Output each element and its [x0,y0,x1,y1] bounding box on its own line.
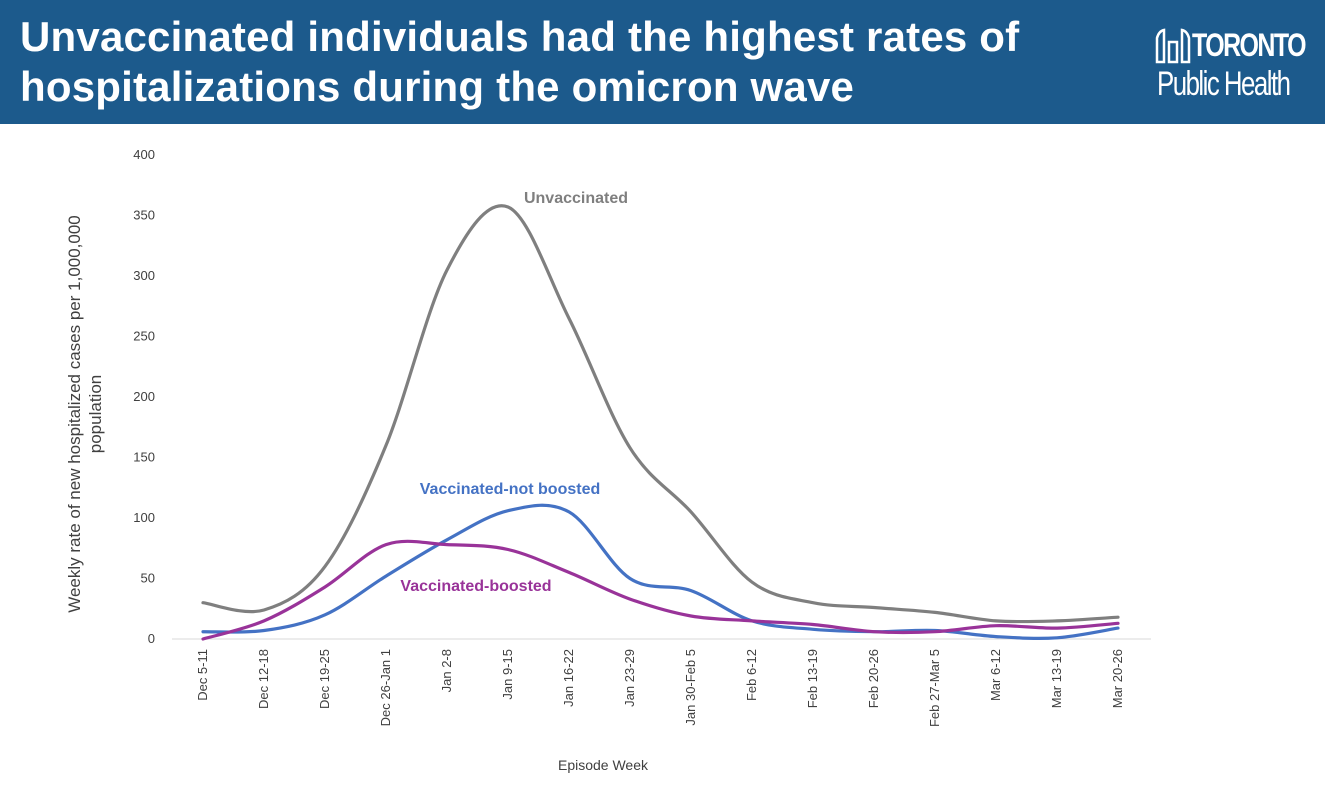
series-vaccinated-not-boosted-line [201,503,1120,640]
x-tick-label: Feb 13-19 [805,649,820,708]
x-tick-label: Jan 9-15 [500,649,515,700]
y-tick-label: 150 [133,450,155,465]
header-banner: Unvaccinated individuals had the highest… [0,0,1325,124]
x-tick-label: Dec 26-Jan 1 [378,649,393,726]
y-tick-label: 400 [133,147,155,162]
x-axis: Dec 5-11 Dec 12-18 Dec 19-25 Dec 26-Jan 1 Ja… [172,638,1151,727]
city-hall-icon [1155,28,1191,64]
logo-text-public-health: Public Health [1157,65,1291,103]
x-tick-label: Jan 30-Feb 5 [683,649,698,726]
x-tick-label: Jan 23-29 [622,649,637,707]
x-tick-label: Mar 6-12 [988,649,1003,701]
toronto-public-health-logo: TORONTO Public Health [1155,26,1307,106]
x-tick-label: Feb 20-26 [866,649,881,708]
y-tick-label: 0 [148,631,155,646]
annotation-unvaccinated: Unvaccinated [524,190,628,207]
logo-text-toronto: TORONTO [1192,27,1307,63]
page-title: Unvaccinated individuals had the highest… [20,13,1020,110]
y-tick-label: 50 [141,571,155,586]
x-tick-label: Jan 2-8 [439,649,454,692]
x-axis-label: Episode Week [558,757,649,773]
chart-series [201,204,1120,641]
x-tick-label: Mar 20-26 [1110,649,1125,708]
series-vaccinated-boosted-line [201,539,1120,641]
x-tick-label: Feb 27-Mar 5 [927,649,942,727]
x-tick-label: Dec 19-25 [317,649,332,709]
series-unvaccinated-line [201,204,1120,624]
y-tick-label: 300 [133,268,155,283]
annotation-vaccinated-not-boosted: Vaccinated-not boosted [420,481,600,498]
y-tick-label: 250 [133,329,155,344]
y-tick-label: 200 [133,389,155,404]
line-chart: 0 50 100 150 200 250 300 350 400 Dec 5-11 Dec 12-… [65,147,1151,773]
x-tick-label: Dec 12-18 [256,649,271,709]
y-axis: 0 50 100 150 200 250 300 350 400 [133,147,155,646]
x-tick-label: Dec 5-11 [195,649,210,701]
y-axis-label: Weekly rate of new hospitalized cases pe… [65,215,105,613]
y-tick-label: 350 [133,208,155,223]
y-tick-label: 100 [133,510,155,525]
annotation-vaccinated-boosted: Vaccinated-boosted [400,578,551,595]
series-annotations: Unvaccinated Vaccinated-not boosted Vaccin… [400,190,628,595]
x-tick-label: Feb 6-12 [744,649,759,701]
x-tick-label: Jan 16-22 [561,649,576,707]
x-tick-label: Mar 13-19 [1049,649,1064,708]
